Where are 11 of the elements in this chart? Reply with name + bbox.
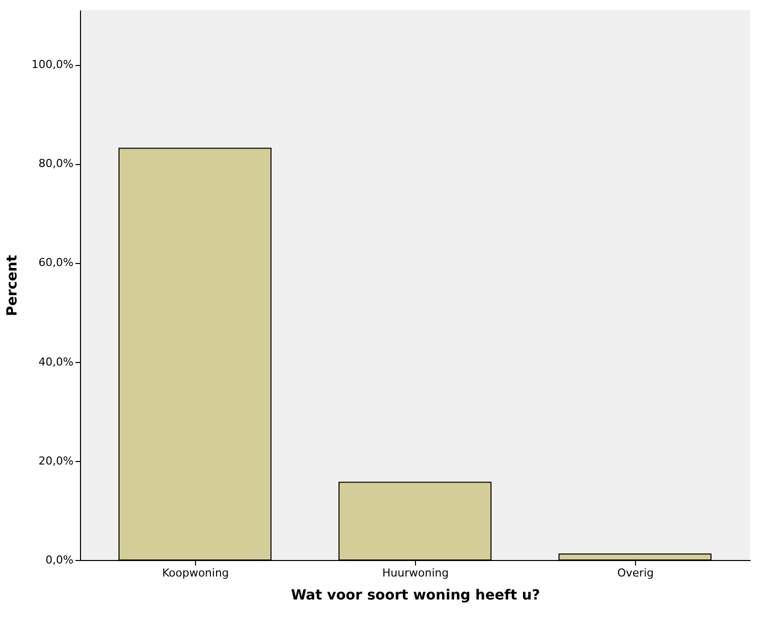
x-axis-title: Wat voor soort woning heeft u?: [290, 588, 540, 604]
y-tick-label: 40,0%: [38, 355, 74, 368]
x-tick-label: Koopwoning: [162, 566, 229, 580]
y-tick-label: 20,0%: [38, 454, 74, 468]
y-tick-label: 80,0%: [38, 157, 74, 170]
y-axis-title: Percent: [4, 254, 21, 316]
x-tick-label: Overig: [617, 566, 654, 580]
y-tick-label: 100,0%: [32, 58, 74, 72]
y-tick-label: 60,0%: [38, 256, 74, 270]
y-tick-label: 0,0%: [46, 554, 74, 566]
x-tick-label: Huurwoning: [382, 566, 449, 580]
